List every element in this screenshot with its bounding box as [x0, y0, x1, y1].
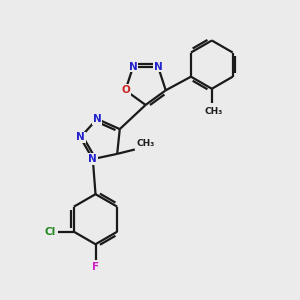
Text: CH₃: CH₃ [204, 107, 222, 116]
Text: O: O [121, 85, 130, 95]
Text: CH₃: CH₃ [136, 139, 155, 148]
Text: F: F [92, 262, 99, 272]
Text: N: N [88, 154, 97, 164]
Text: N: N [76, 133, 85, 142]
Text: N: N [129, 61, 137, 72]
Text: N: N [154, 61, 162, 72]
Text: Cl: Cl [45, 227, 56, 237]
Text: N: N [93, 114, 101, 124]
